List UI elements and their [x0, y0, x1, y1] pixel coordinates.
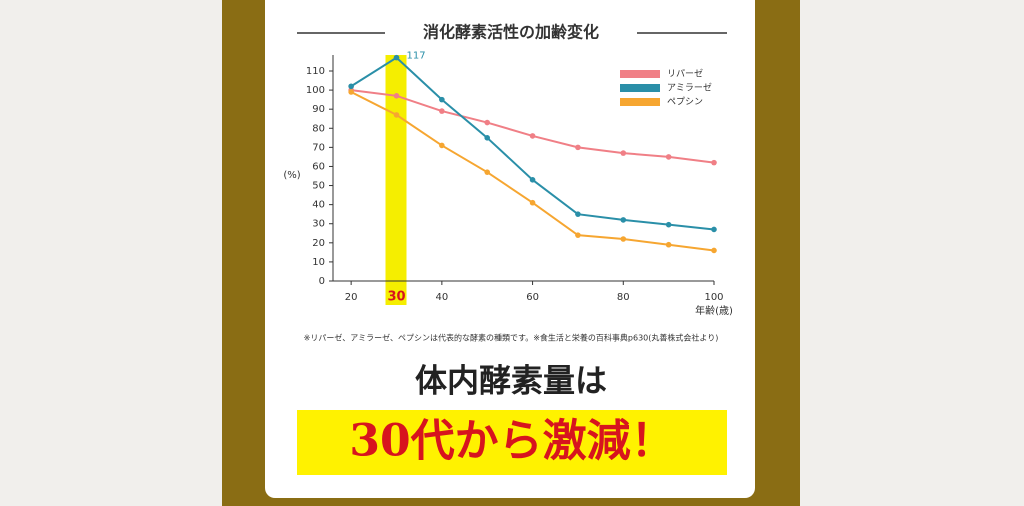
point — [484, 135, 491, 141]
point — [393, 93, 400, 99]
y-tick-label: 100 — [306, 85, 325, 96]
y-axis-label: (%) — [283, 170, 300, 181]
point — [439, 96, 445, 103]
point — [439, 108, 445, 114]
point — [439, 142, 445, 149]
x-tick-label: 60 — [526, 292, 539, 303]
x-axis-label: 年齢(歳) — [695, 304, 733, 317]
x-tick-label: 40 — [435, 292, 448, 303]
data-label: 117 — [407, 51, 426, 62]
headline: 体内酵素量は — [415, 362, 607, 400]
y-tick-label: 10 — [312, 257, 325, 268]
highlight-label: 30 — [387, 290, 405, 305]
point — [575, 211, 581, 217]
legend-label: ペプシン — [667, 97, 703, 108]
point — [665, 241, 672, 248]
point — [393, 54, 400, 61]
point — [484, 169, 491, 175]
x-tick-label: 20 — [345, 292, 358, 303]
legend-swatch — [620, 84, 660, 92]
y-tick-label: 80 — [312, 123, 325, 134]
point — [620, 217, 627, 223]
banner-text: 30代から激減！ — [349, 416, 674, 467]
point — [711, 159, 717, 166]
point — [484, 119, 491, 126]
point — [620, 236, 627, 242]
y-tick-label: 40 — [312, 200, 325, 211]
x-tick-label: 100 — [704, 292, 723, 303]
y-tick-label: 0 — [319, 276, 325, 287]
point — [529, 133, 536, 139]
banner-box — [297, 410, 727, 475]
y-tick-label: 60 — [312, 161, 325, 172]
legend-swatch — [620, 70, 660, 78]
point — [348, 89, 354, 95]
y-tick-label: 20 — [312, 238, 325, 249]
point — [575, 144, 581, 151]
point — [575, 232, 581, 238]
point — [665, 154, 672, 160]
point — [529, 177, 536, 183]
x-tick-label: 80 — [617, 292, 630, 303]
legend-label: リパーゼ — [667, 68, 703, 80]
chart-title: 消化酵素活性の加齢変化 — [423, 23, 599, 42]
point — [393, 112, 400, 118]
y-tick-label: 50 — [312, 181, 325, 192]
y-tick-label: 30 — [312, 219, 325, 230]
point — [711, 226, 717, 233]
point — [665, 221, 672, 228]
legend-swatch — [620, 98, 660, 106]
point — [529, 199, 536, 206]
point — [711, 247, 717, 254]
point — [620, 150, 627, 156]
point — [348, 83, 354, 90]
y-tick-label: 90 — [312, 104, 325, 115]
y-tick-label: 110 — [306, 66, 325, 77]
highlight-band — [385, 55, 407, 305]
legend-label: アミラーゼ — [667, 82, 712, 94]
footnote: ※リパーゼ、アミラーゼ、ペプシンは代表的な酵素の種類です。※食生活と栄養の百科事… — [304, 333, 719, 343]
y-tick-label: 70 — [312, 142, 325, 153]
